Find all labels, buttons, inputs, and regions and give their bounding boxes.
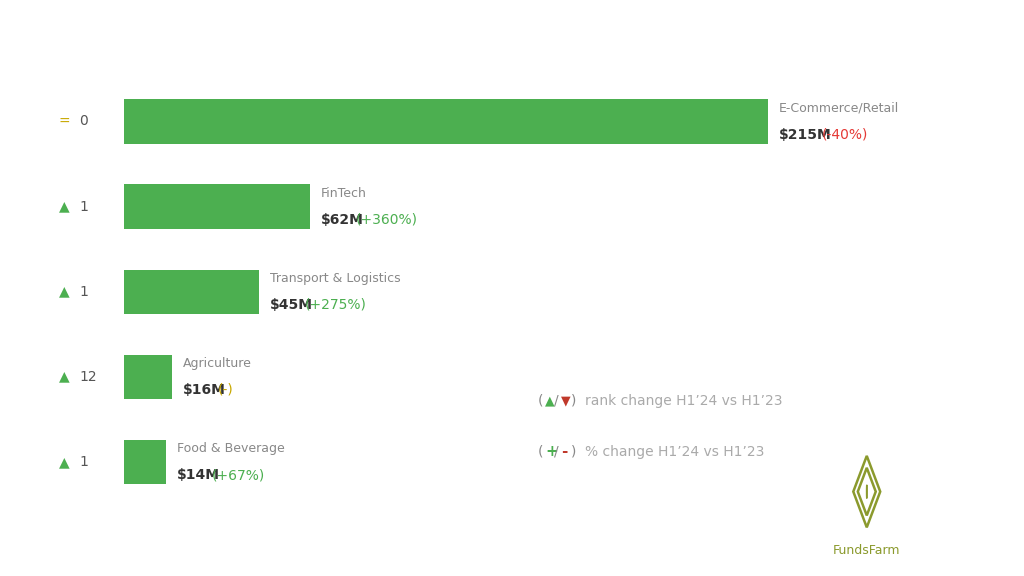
Text: % change H1’24 vs H1’23: % change H1’24 vs H1’23 [586, 445, 765, 458]
Text: ▲: ▲ [59, 199, 70, 214]
Text: =: = [58, 115, 71, 128]
Text: /: / [554, 393, 558, 408]
Text: 1: 1 [80, 285, 88, 298]
Text: $45M: $45M [269, 298, 312, 312]
Text: 12: 12 [80, 370, 97, 384]
Text: ▲: ▲ [59, 455, 70, 469]
Bar [124, 270, 259, 314]
Bar [124, 355, 172, 399]
Text: Agriculture: Agriculture [182, 357, 252, 370]
Text: $16M: $16M [182, 383, 225, 397]
Text: rank change H1’24 vs H1’23: rank change H1’24 vs H1’23 [586, 393, 783, 408]
Bar [124, 184, 310, 229]
Text: (+360%): (+360%) [355, 213, 418, 227]
Text: 1: 1 [80, 455, 88, 469]
Text: E-Commerce/Retail: E-Commerce/Retail [778, 102, 899, 115]
Text: ): ) [570, 445, 575, 458]
Text: (+275%): (+275%) [304, 298, 367, 312]
Text: ▲: ▲ [59, 285, 70, 298]
Bar [124, 439, 166, 484]
Text: $62M: $62M [321, 213, 364, 227]
Text: (-40%): (-40%) [821, 128, 868, 142]
Text: FundsFarm: FundsFarm [833, 544, 900, 558]
Text: -: - [561, 444, 567, 459]
Text: (+67%): (+67%) [212, 468, 265, 482]
Text: Transport & Logistics: Transport & Logistics [269, 272, 400, 285]
Text: ▲: ▲ [59, 370, 70, 384]
Text: ▼: ▼ [561, 394, 571, 407]
Text: (: ( [538, 393, 543, 408]
Text: $14M: $14M [177, 468, 220, 482]
Text: +: + [545, 444, 558, 459]
Text: ▲: ▲ [545, 394, 555, 407]
Text: 0: 0 [80, 115, 88, 128]
Text: (: ( [538, 445, 543, 458]
Text: 1: 1 [80, 199, 88, 214]
Bar [124, 99, 768, 143]
Text: ): ) [570, 393, 575, 408]
Text: /: / [554, 445, 558, 458]
Text: FinTech: FinTech [321, 187, 367, 200]
Text: (-): (-) [218, 383, 233, 397]
Text: Food & Beverage: Food & Beverage [177, 442, 285, 455]
Text: $215M: $215M [778, 128, 831, 142]
